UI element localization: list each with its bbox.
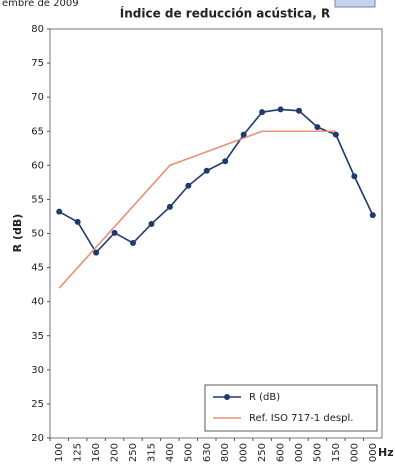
y-axis-label: R (dB) [11,214,24,253]
x-tick-label: 500 [183,443,194,462]
x-tick-label: 800 [220,443,231,462]
x-tick-label: 315 [146,443,157,462]
legend-label: R (dB) [249,392,280,403]
y-tick-label: 60 [31,160,44,171]
x-tick-label: 200 [110,443,121,462]
y-tick-label: 50 [31,229,44,240]
legend-marker [224,394,230,400]
x-tick-label: 630 [202,443,213,462]
x-tick-label: 100 [54,443,65,462]
point [148,220,155,227]
y-tick-label: 55 [31,194,44,205]
header-box [334,0,376,8]
y-tick-label: 35 [31,331,44,342]
y-tick-label: 40 [31,297,44,308]
point [130,240,136,247]
series-line [58,130,336,289]
x-axis-label: Hz [378,446,394,459]
x-tick-label: 250 [257,443,268,462]
x-tick-label: 000 [239,443,250,462]
y-tick-label: 20 [31,433,44,444]
y-tick-label: 75 [31,58,44,69]
point [369,212,376,219]
x-tick-label: 150 [331,443,342,462]
chart-title: Índice de reducción acústica, R [120,6,330,21]
y-tick-label: 70 [31,92,44,103]
header-note: embre de 2009 [2,0,79,9]
series-line [58,108,374,254]
x-tick-label: 600 [276,443,287,462]
point [56,208,63,215]
legend-label: Ref. ISO 717-1 despl. [249,413,353,424]
point [351,173,358,180]
x-tick-label: 000 [368,443,379,462]
point [259,109,266,116]
point [203,167,210,174]
point [296,107,302,114]
point [314,124,321,131]
point [111,229,118,236]
x-tick-label: 000 [294,443,305,462]
y-tick-label: 45 [31,263,44,274]
x-tick-label: 500 [312,443,323,462]
x-tick-label: 400 [165,443,176,462]
point [240,131,247,138]
y-tick-label: 65 [31,126,44,137]
x-tick-label: 160 [91,443,102,462]
point [74,218,81,225]
legend-box [204,384,378,432]
point [166,203,173,210]
point [277,106,284,113]
x-tick-label: 125 [73,443,84,462]
y-tick-label: 25 [31,399,44,410]
x-tick-label: 250 [128,443,139,462]
point [222,158,229,165]
y-tick-label: 30 [31,365,44,376]
point [332,131,339,138]
point [185,182,192,189]
y-tick-label: 80 [31,24,44,35]
point [93,249,100,256]
x-tick-label: 000 [349,443,360,462]
